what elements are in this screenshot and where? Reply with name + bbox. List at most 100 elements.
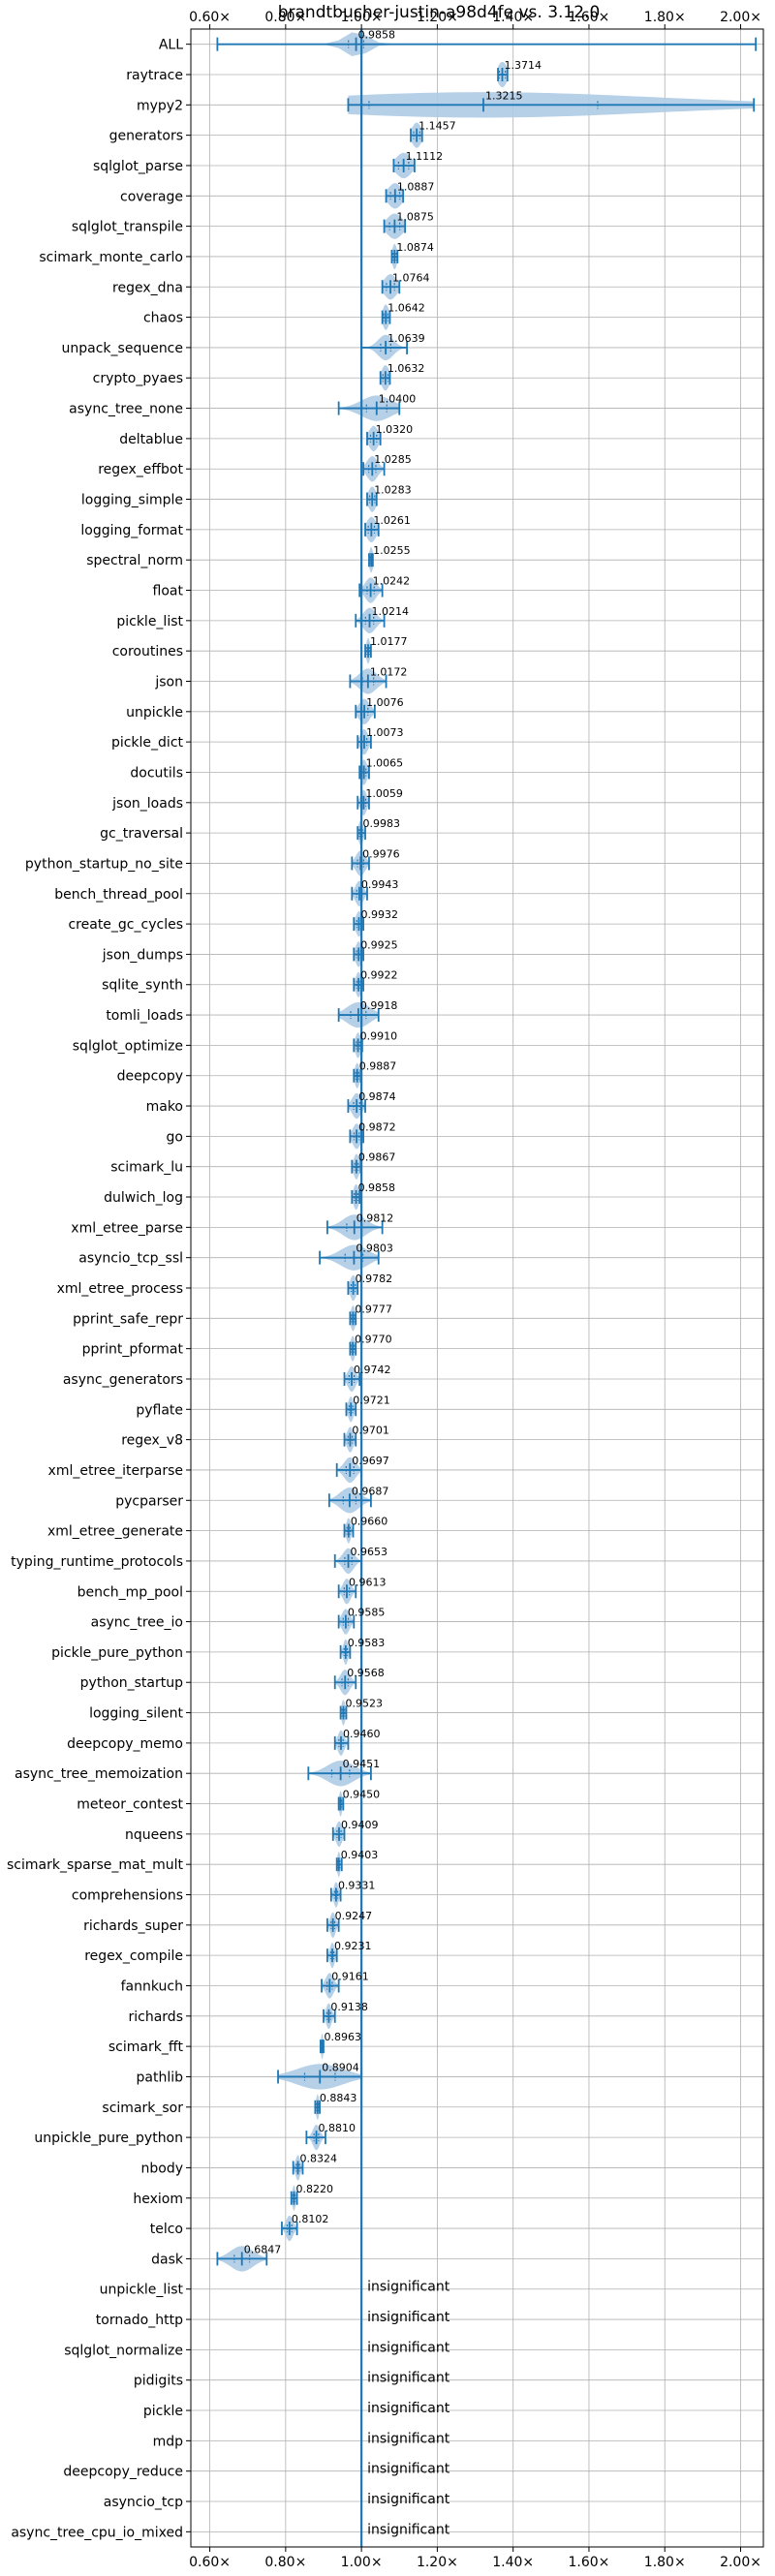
benchmark-label-spectral-norm: spectral_norm	[86, 553, 183, 568]
benchmark-label-deepcopy-memo: deepcopy_memo	[67, 1736, 183, 1752]
benchmark-label-coroutines: coroutines	[112, 644, 183, 659]
benchmark-label-unpack-sequence: unpack_sequence	[62, 341, 183, 356]
value-label-docutils: 1.0065	[366, 756, 404, 769]
benchmark-label-regex-v8: regex_v8	[121, 1433, 183, 1449]
benchmark-label-go: go	[167, 1129, 183, 1145]
benchmark-label-json-dumps: json_dumps	[102, 947, 183, 963]
value-label-xml-etree-process: 0.9782	[356, 1273, 393, 1285]
value-label-fannkuch: 0.9161	[331, 1970, 369, 1982]
violins	[217, 32, 757, 2272]
value-label-sqlglot-optimize: 0.9910	[360, 1029, 398, 1042]
value-label-dulwich-log: 0.9858	[358, 1181, 396, 1194]
benchmark-label-pyflate: pyflate	[136, 1402, 183, 1418]
value-label-regex-dna: 1.0764	[392, 271, 430, 284]
benchmark-label-logging-silent: logging_silent	[89, 1706, 183, 1722]
benchmark-label-unpickle: unpickle	[126, 705, 183, 721]
benchmark-label-fannkuch: fannkuch	[121, 1978, 183, 1994]
benchmark-label-pprint-safe-repr: pprint_safe_repr	[73, 1311, 183, 1327]
value-label-crypto-pyaes: 1.0632	[388, 362, 425, 375]
benchmark-label-hexiom: hexiom	[133, 2192, 183, 2207]
value-label-nqueens: 0.9409	[341, 1819, 379, 1831]
benchmark-label-nqueens: nqueens	[125, 1827, 183, 1843]
benchmark-label-xml-etree-parse: xml_etree_parse	[71, 1220, 183, 1236]
benchmark-label-async-tree-memoization: async_tree_memoization	[15, 1766, 183, 1782]
benchmark-label-async-tree-io: async_tree_io	[91, 1615, 183, 1631]
benchmark-label-create-gc-cycles: create_gc_cycles	[68, 917, 183, 933]
benchmark-label-mdp: mdp	[153, 2434, 184, 2449]
benchmark-label-asyncio-tcp: asyncio_tcp	[104, 2495, 183, 2510]
value-label-go: 0.9872	[358, 1120, 396, 1133]
benchmark-label-asyncio-tcp-ssl: asyncio_tcp_ssl	[78, 1251, 183, 1267]
value-label-regex-compile: 0.9231	[334, 1940, 372, 1952]
value-label-pickle-pure-python: 0.9583	[348, 1637, 386, 1649]
x-tick-label-top: 0.80×	[264, 10, 306, 25]
value-label-comprehensions: 0.9331	[338, 1880, 376, 1892]
x-tick-label-bottom: 1.60×	[569, 2555, 610, 2570]
value-label-scimark-monte-carlo: 1.0874	[396, 241, 434, 254]
x-tick-label-bottom: 2.00×	[720, 2555, 761, 2570]
benchmark-label-chaos: chaos	[143, 311, 183, 326]
benchmark-label-deltablue: deltablue	[119, 432, 183, 447]
benchmark-label-tornado-http: tornado_http	[96, 2313, 183, 2328]
value-label-all: 0.9858	[358, 29, 396, 42]
benchmark-label-coverage: coverage	[120, 189, 183, 204]
axis-ticks: 0.60× 0.60× 0.80× 0.80× 1.00× 1.00× 1.20× 1.20×…	[7, 10, 761, 2570]
value-label-tomli-loads: 0.9918	[360, 999, 398, 1012]
benchmark-label-xml-etree-process: xml_etree_process	[57, 1281, 183, 1297]
value-label-sqlglot-transpile: 1.0875	[396, 211, 434, 224]
value-label-pyflate: 0.9721	[353, 1394, 390, 1406]
value-label-logging-format: 1.0261	[373, 514, 411, 527]
value-label-mypy2: 1.3215	[485, 89, 523, 102]
benchmark-label-sqlglot-transpile: sqlglot_transpile	[72, 220, 183, 235]
value-label-chaos: 1.0642	[388, 302, 425, 315]
benchmark-label-crypto-pyaes: crypto_pyaes	[93, 371, 183, 386]
benchmark-label-unpickle-list: unpickle_list	[100, 2283, 184, 2298]
value-label-pprint-pformat: 0.9770	[355, 1334, 392, 1346]
benchmark-label-logging-simple: logging_simple	[81, 493, 183, 508]
benchmark-label-docutils: docutils	[130, 765, 183, 781]
value-label-float: 1.0242	[373, 575, 411, 588]
insignificant-label: insignificant	[367, 2462, 450, 2477]
x-tick-label-bottom: 1.20×	[417, 2555, 458, 2570]
value-label-xml-etree-iterparse: 0.9697	[352, 1455, 389, 1467]
benchmark-label-scimark-fft: scimark_fft	[108, 2039, 184, 2055]
value-label-json-loads: 1.0059	[365, 787, 403, 800]
benchmark-label-sqlglot-optimize: sqlglot_optimize	[73, 1038, 183, 1054]
benchmark-label-logging-format: logging_format	[80, 523, 183, 538]
value-label-regex-effbot: 1.0285	[374, 453, 412, 466]
benchmark-label-pprint-pformat: pprint_pformat	[82, 1342, 184, 1358]
benchmark-label-scimark-monte-carlo: scimark_monte_carlo	[39, 250, 183, 265]
value-label-sqlglot-parse: 1.1112	[406, 150, 444, 163]
benchmark-label-sqlglot-normalize: sqlglot_normalize	[64, 2343, 183, 2358]
benchmark-label-json-loads: json_loads	[111, 796, 183, 812]
value-label-richards-super: 0.9247	[335, 1910, 373, 1922]
benchmark-label-nbody: nbody	[141, 2161, 184, 2176]
benchmark-label-float: float	[153, 584, 184, 599]
insignificant-label: insignificant	[367, 2310, 450, 2325]
benchmark-label-pickle-dict: pickle_dict	[111, 735, 184, 751]
benchmark-label-mako: mako	[146, 1099, 183, 1115]
value-label-scimark-sor: 0.8843	[320, 2092, 357, 2104]
value-label-telco: 0.8102	[292, 2213, 329, 2225]
value-label-unpickle-pure-python: 0.8810	[319, 2122, 356, 2134]
value-label-scimark-fft: 0.8963	[325, 2031, 362, 2043]
x-tick-label-bottom: 0.60×	[189, 2555, 231, 2570]
value-label-sqlite-synth: 0.9922	[360, 969, 398, 982]
value-label-async-tree-io: 0.9585	[348, 1607, 386, 1619]
value-label-asyncio-tcp-ssl: 0.9803	[356, 1242, 393, 1255]
value-label-pathlib: 0.8904	[322, 2061, 359, 2073]
benchmark-label-regex-effbot: regex_effbot	[98, 462, 183, 477]
chart-title: brandtbucher-justin-a98d4fe vs. 3.12.0	[278, 3, 601, 22]
benchmark-label-comprehensions: comprehensions	[72, 1888, 183, 1904]
benchmark-label-deepcopy-reduce: deepcopy_reduce	[63, 2465, 183, 2480]
benchmark-label-python-startup-no-site: python_startup_no_site	[25, 856, 183, 872]
value-label-deepcopy-memo: 0.9460	[343, 1728, 381, 1740]
value-label-bench-mp-pool: 0.9613	[349, 1576, 387, 1588]
x-tick-label-top: 2.00×	[720, 10, 761, 25]
benchmark-label-pickle: pickle	[143, 2404, 183, 2419]
x-tick-label-top: 1.80×	[644, 10, 686, 25]
benchmark-label-unpickle-pure-python: unpickle_pure_python	[34, 2131, 183, 2146]
benchmark-label-bench-mp-pool: bench_mp_pool	[78, 1584, 183, 1600]
benchmark-label-sqlite-synth: sqlite_synth	[102, 978, 183, 994]
